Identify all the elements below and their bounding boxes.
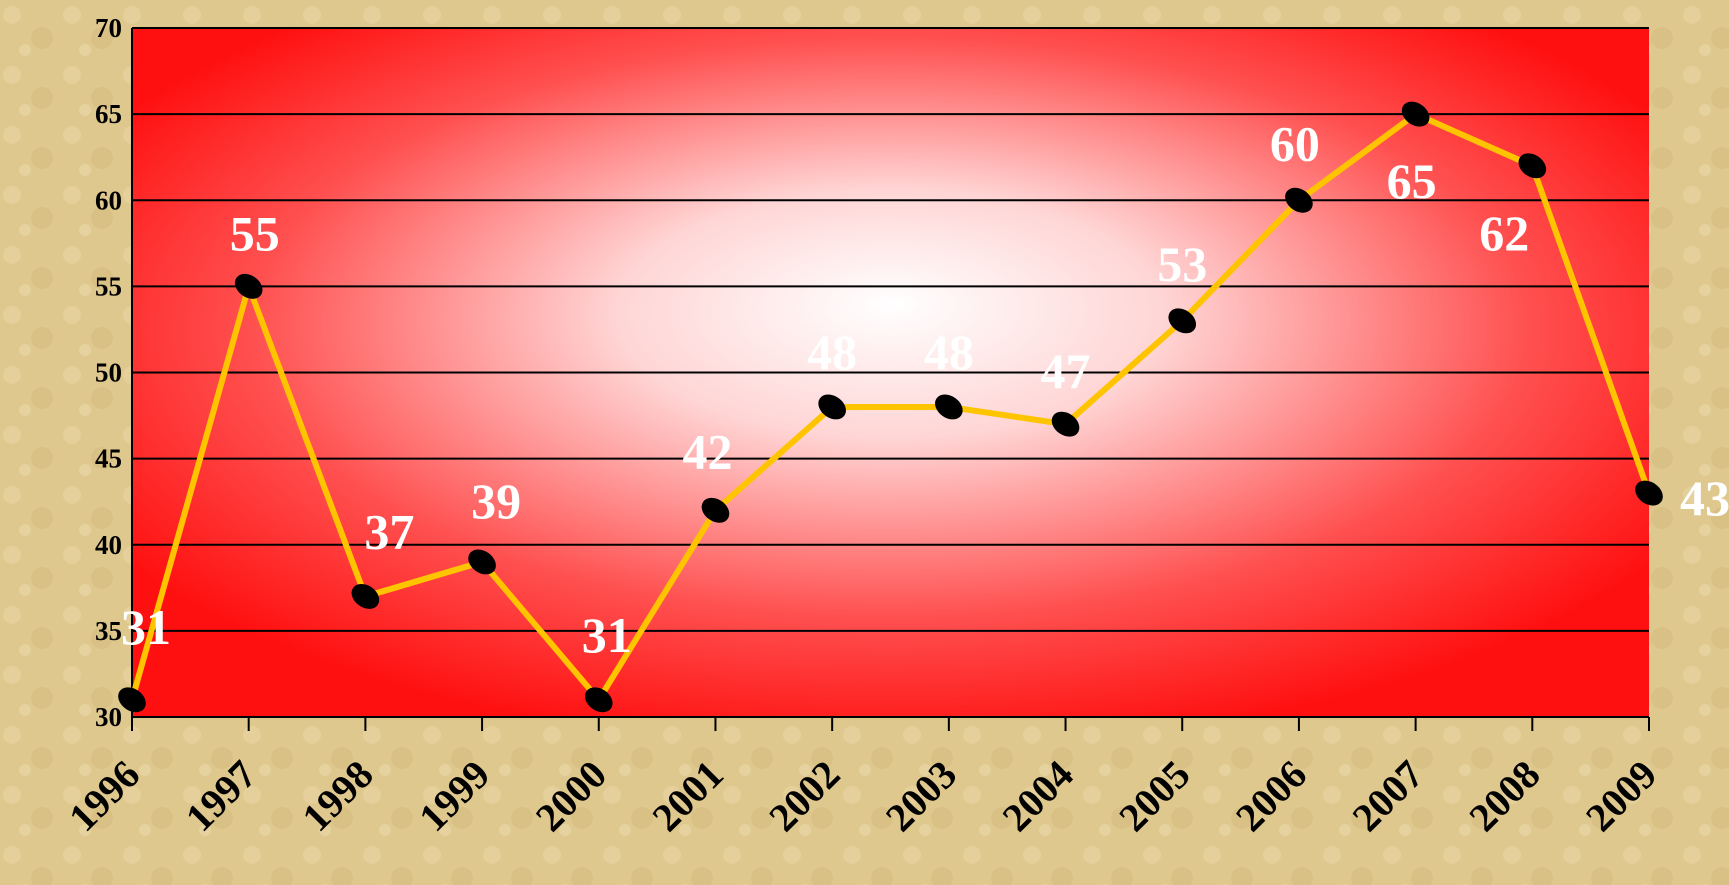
marker [818,394,846,420]
data-label: 47 [1041,343,1091,399]
data-label: 48 [924,324,974,380]
series-line [129,110,1652,705]
marker [935,394,963,420]
data-label: 53 [1157,236,1207,292]
data-label: 48 [807,324,857,380]
data-label: 55 [230,205,280,261]
y-tick-label: 50 [95,358,122,388]
marker [234,273,263,299]
marker [701,497,730,523]
data-label: 37 [364,503,414,559]
data-label: 31 [121,599,171,655]
y-tick-label: 65 [95,99,122,129]
marker [1285,187,1313,213]
data-label: 31 [582,607,632,663]
y-tick-label: 55 [95,271,122,301]
y-tick-label: 40 [95,530,122,560]
marker [1051,411,1080,437]
marker [584,687,613,713]
data-label: 62 [1479,205,1529,261]
marker [1168,308,1197,334]
y-tick-label: 35 [95,616,122,646]
marker [1635,480,1663,506]
marker [1401,101,1430,127]
y-tick-label: 60 [95,185,122,215]
data-label: 42 [682,423,732,479]
y-tick-label: 45 [95,444,122,474]
marker [351,583,380,609]
y-tick-label: 70 [95,13,122,43]
data-label: 43 [1680,470,1729,526]
y-tick-label: 30 [95,702,122,732]
marker [468,549,496,575]
marker [1518,153,1547,179]
marker [118,687,146,713]
data-label: 60 [1270,115,1320,171]
data-label: 65 [1387,153,1437,209]
data-label: 39 [471,473,521,529]
